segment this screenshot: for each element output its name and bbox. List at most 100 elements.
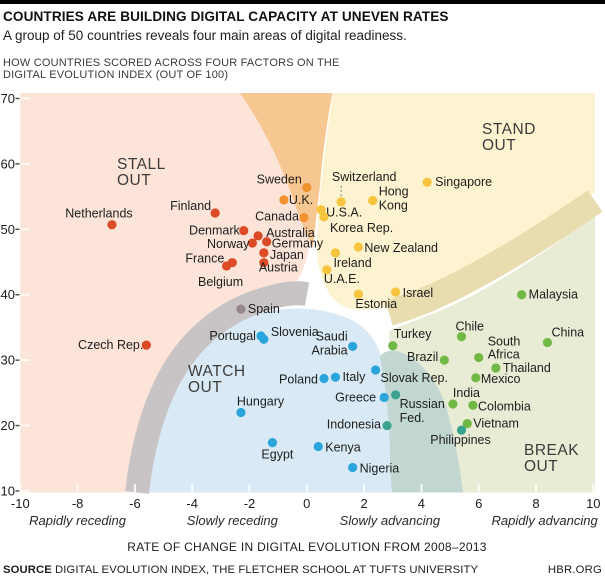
data-point-denmark bbox=[239, 226, 249, 236]
y-tick-label: 10 bbox=[1, 484, 15, 499]
quadrant-label-stand-out: STAND bbox=[482, 121, 536, 138]
point-label-sweden: Sweden bbox=[257, 172, 302, 186]
point-label-spain: Spain bbox=[248, 302, 280, 316]
point-label-hong-kong: Hong bbox=[379, 185, 409, 199]
data-point-estonia bbox=[353, 289, 363, 299]
point-label-russian-fed: Fed. bbox=[400, 411, 425, 425]
x-zone-label: Slowly receding bbox=[187, 513, 279, 528]
data-point-turkey bbox=[388, 341, 398, 351]
point-label-austria: Austria bbox=[259, 261, 298, 275]
quadrant-label-stall-out: STALL bbox=[117, 156, 166, 173]
zone-stall-watch-overlap bbox=[125, 281, 310, 494]
data-point-belgium bbox=[221, 261, 232, 271]
point-label-philippines: Philippines bbox=[430, 433, 490, 447]
point-label-malaysia: Malaysia bbox=[529, 288, 578, 302]
x-tick-label: 6 bbox=[475, 496, 482, 511]
x-tick-label: -8 bbox=[72, 496, 84, 511]
point-label-czech-rep: Czech Rep. bbox=[78, 338, 143, 352]
hbr-brand: HBR.ORG bbox=[547, 564, 602, 576]
data-point-germany bbox=[262, 237, 272, 247]
x-tick-label: -10 bbox=[11, 496, 30, 511]
x-tick-label: 4 bbox=[418, 496, 425, 511]
zone-watch-out bbox=[141, 308, 393, 493]
point-label-u-s-a: U.S.A. bbox=[326, 206, 362, 220]
zone-stand-break-overlap bbox=[385, 190, 603, 326]
y-tick-label: 50 bbox=[1, 222, 15, 237]
point-label-egypt: Egypt bbox=[261, 448, 293, 462]
point-label-saudi-arabia: Arabia bbox=[311, 343, 347, 357]
axis-heading: HOW COUNTRIES SCORED ACROSS FOUR FACTORS… bbox=[3, 57, 340, 81]
data-point-kenya bbox=[313, 441, 323, 452]
data-point-sweden bbox=[302, 182, 312, 193]
x-tick-label: -6 bbox=[129, 496, 141, 511]
point-label-india: India bbox=[453, 386, 480, 400]
data-point-colombia bbox=[468, 400, 478, 410]
source-label: SOURCE bbox=[3, 564, 52, 576]
point-label-new-zealand: New Zealand bbox=[364, 241, 438, 255]
data-point-india bbox=[448, 399, 458, 409]
point-label-nigeria: Nigeria bbox=[360, 461, 400, 475]
point-label-slovenia: Slovenia bbox=[271, 325, 319, 339]
chart-subtitle: A group of 50 countries reveals four mai… bbox=[3, 28, 407, 43]
data-point-philippines bbox=[456, 425, 467, 435]
data-point-hungary bbox=[236, 407, 246, 418]
point-label-thailand: Thailand bbox=[503, 361, 551, 375]
point-label-netherlands: Netherlands bbox=[65, 207, 132, 221]
source-line: SOURCE DIGITAL EVOLUTION INDEX, THE FLETC… bbox=[3, 564, 478, 576]
x-tick-label: -4 bbox=[186, 496, 198, 511]
data-point-thailand bbox=[491, 363, 501, 373]
data-point-norway bbox=[247, 238, 257, 248]
data-point-new-zealand bbox=[353, 242, 363, 252]
quadrant-label-watch-out: OUT bbox=[188, 379, 222, 396]
y-tick-label: 20 bbox=[1, 418, 15, 433]
axis-heading-line-2: DIGITAL EVOLUTION INDEX (OUT OF 100) bbox=[3, 68, 229, 81]
data-point-saudi-arabia bbox=[348, 341, 358, 352]
point-label-hungary: Hungary bbox=[237, 394, 285, 408]
zone-watch-break-overlap bbox=[380, 350, 463, 493]
x-tick-label: 10 bbox=[586, 496, 600, 511]
data-point-spain bbox=[236, 304, 246, 314]
data-point-poland bbox=[319, 373, 329, 384]
point-label-south-africa: Africa bbox=[488, 348, 520, 362]
point-label-poland: Poland bbox=[279, 372, 318, 386]
y-tick-label: 70 bbox=[1, 91, 15, 106]
point-label-ireland: Ireland bbox=[333, 256, 371, 270]
point-label-finland: Finland bbox=[170, 199, 211, 213]
data-point-south-africa bbox=[474, 352, 484, 363]
point-label-japan: Japan bbox=[270, 248, 304, 262]
point-label-kenya: Kenya bbox=[325, 441, 360, 455]
top-rule-bar bbox=[0, 0, 605, 4]
x-zone-label: Slowly advancing bbox=[340, 513, 441, 528]
data-point-singapore bbox=[422, 177, 432, 187]
data-point-canada bbox=[299, 212, 309, 223]
data-point-greece bbox=[379, 392, 389, 403]
y-tick-label: 60 bbox=[1, 156, 15, 171]
point-label-chile: Chile bbox=[456, 320, 485, 334]
point-label-colombia: Colombia bbox=[478, 399, 531, 413]
data-point-russian-fed bbox=[391, 390, 401, 400]
x-zone-label: Rapidly receding bbox=[29, 513, 127, 528]
point-label-u-k: U.K. bbox=[289, 193, 313, 207]
point-label-brazil: Brazil bbox=[407, 350, 438, 364]
point-label-china: China bbox=[551, 325, 584, 339]
x-zone-label: Rapidly advancing bbox=[491, 513, 598, 528]
point-label-denmark: Denmark bbox=[189, 224, 240, 238]
data-point-hong-kong bbox=[368, 195, 378, 206]
point-label-turkey: Turkey bbox=[394, 327, 432, 341]
point-label-switzerland: Switzerland bbox=[332, 170, 397, 184]
data-point-indonesia bbox=[382, 420, 392, 431]
data-point-australia bbox=[253, 231, 263, 241]
data-point-nigeria bbox=[348, 462, 358, 473]
data-point-korea-rep bbox=[319, 212, 329, 222]
point-label-south-africa: South bbox=[488, 335, 521, 349]
point-label-germany: Germany bbox=[272, 237, 324, 251]
x-axis-title: RATE OF CHANGE IN DIGITAL EVOLUTION FROM… bbox=[127, 540, 487, 554]
data-point-netherlands bbox=[107, 220, 117, 230]
quadrant-label-break-out: BREAK bbox=[524, 442, 579, 459]
point-label-portugal: Portugal bbox=[209, 329, 256, 343]
point-label-saudi-arabia: Saudi bbox=[316, 329, 348, 343]
point-label-australia: Australia bbox=[266, 226, 315, 240]
point-label-greece: Greece bbox=[335, 390, 376, 404]
